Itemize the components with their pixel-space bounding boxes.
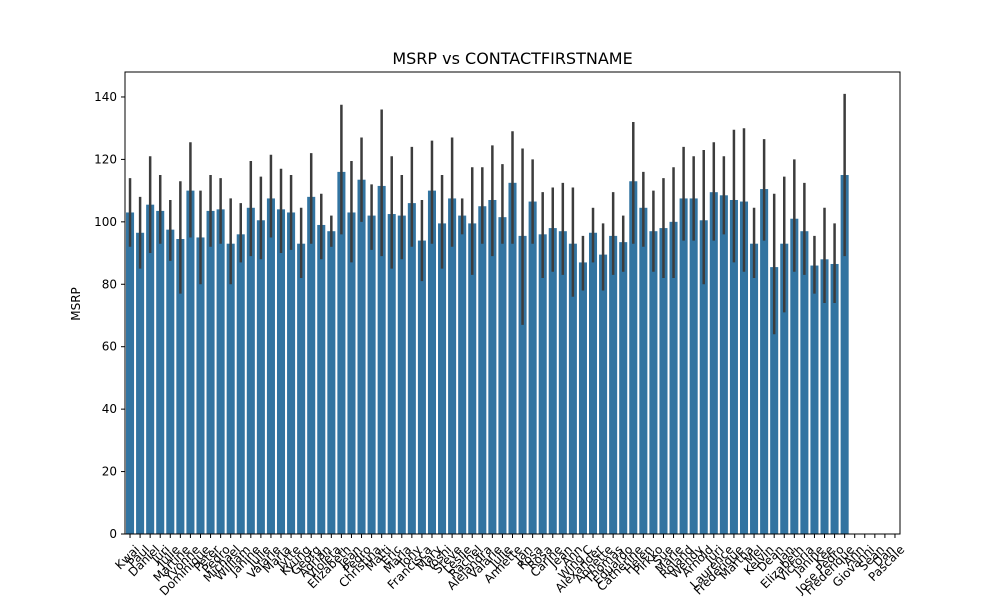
bar [478,206,487,535]
bar [166,229,175,534]
bar [629,181,638,534]
bar [146,204,155,535]
bar [347,212,356,534]
bar [599,254,608,535]
bar [719,195,728,535]
bar [367,215,376,534]
bar [206,210,215,534]
bar [377,185,386,534]
bar [357,179,366,534]
bar [518,235,527,534]
y-tick-label: 20 [102,465,117,479]
bar [307,196,316,535]
bar [397,215,406,534]
y-tick-label: 100 [94,215,117,229]
bar [669,221,678,534]
bar [699,220,708,534]
bar [226,243,235,534]
bar [297,243,306,534]
bar [750,243,759,534]
plot-frame [124,71,901,535]
bar [317,224,326,534]
bar [176,239,185,534]
bar [820,259,829,534]
bar [508,182,517,534]
bar [659,228,668,534]
bar [689,198,698,534]
bar [609,235,618,534]
bar [327,231,336,534]
bar [427,190,436,534]
y-tick-label: 120 [94,152,117,166]
bar [246,207,255,535]
y-tick-label: 140 [94,90,117,104]
bar [136,232,145,534]
bar [186,190,195,534]
bar [438,223,447,534]
bar [810,265,819,534]
bar [800,231,809,534]
bar [790,218,799,534]
bar [407,203,416,535]
bar [679,198,688,534]
bar [337,171,346,534]
bar [709,192,718,534]
bar [739,201,749,535]
y-axis: 0 20 40 60 80 100 120 140 [94,90,125,541]
bar [498,217,507,534]
bar [568,243,577,534]
bar [156,210,165,534]
bar [287,212,296,534]
bar [256,220,265,534]
bar [236,234,245,534]
bar [528,201,537,535]
bar [619,242,628,534]
bar [216,209,225,534]
bar [276,209,286,534]
bar [830,263,839,534]
y-tick-label: 80 [102,277,117,291]
bar [196,237,205,534]
bar [458,215,467,534]
bar [417,240,426,534]
bar [729,199,738,535]
chart-title: MSRP vs CONTACTFIRSTNAME [392,49,632,68]
bar [760,189,769,534]
y-tick-label: 40 [102,402,117,416]
bar [448,198,457,534]
y-tick-label: 0 [109,527,117,541]
bar [387,214,396,534]
bar [649,231,658,534]
bar [488,199,497,535]
bar [266,198,275,534]
bar [578,262,587,534]
bar [126,212,135,534]
bar [538,234,547,534]
bars-layer [126,171,849,535]
bar [548,228,557,534]
bar [468,223,477,534]
errorbars-layer [128,93,846,335]
bar [840,175,849,534]
bar [639,207,648,535]
bar [588,232,598,534]
bar [780,243,789,534]
bar [770,267,779,534]
bar [558,231,567,534]
y-tick-label: 60 [102,340,117,354]
y-axis-label: MSRP [69,287,83,321]
